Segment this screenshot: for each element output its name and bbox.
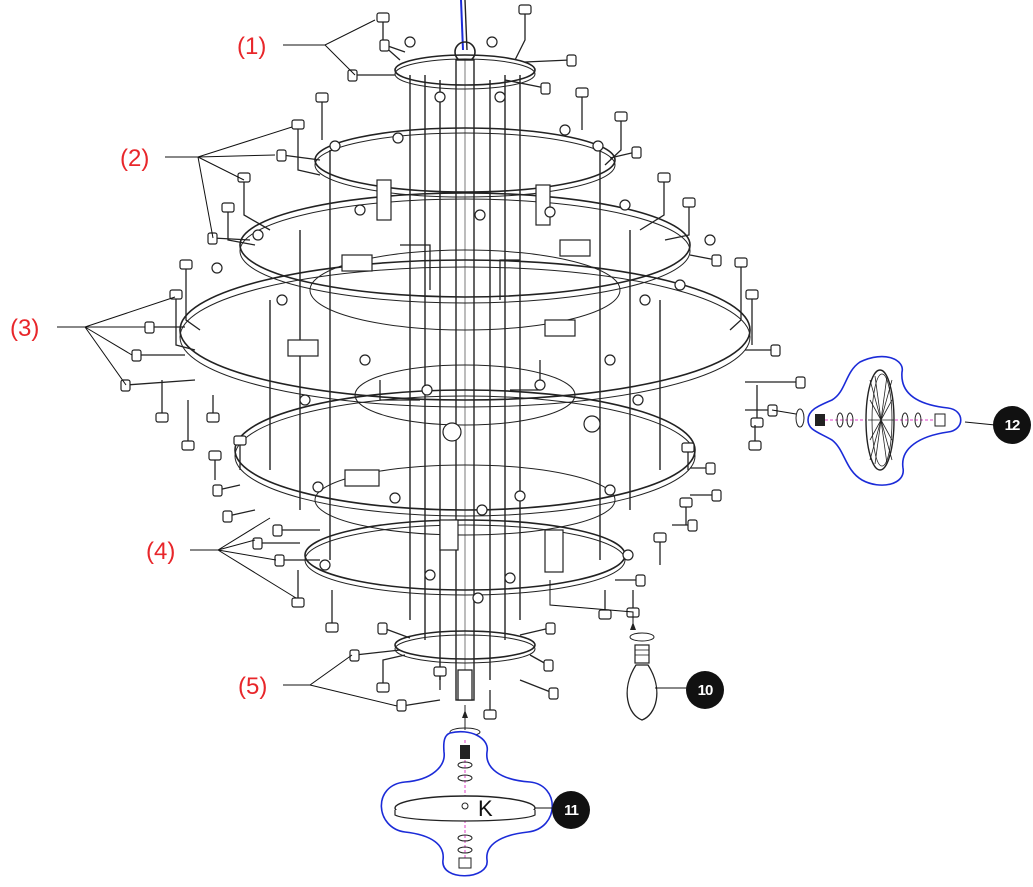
bulb-detail xyxy=(549,580,690,721)
bottom-finial xyxy=(449,669,481,737)
tier-3-label: (3) xyxy=(10,315,39,342)
svg-text:10: 10 xyxy=(698,682,713,699)
tier-leaders xyxy=(57,19,398,707)
tier-rings xyxy=(179,54,751,664)
tier-1-arms xyxy=(347,4,577,103)
tier-2-label: (2) xyxy=(120,145,149,172)
tier-4-arms xyxy=(208,435,722,633)
central-column xyxy=(455,59,475,701)
vertical-rods xyxy=(269,75,661,680)
tier-5-label: (5) xyxy=(238,673,267,700)
bottom-plate-label: K xyxy=(478,796,493,821)
bottom-cap-detail: K xyxy=(380,731,553,877)
candle-bulb xyxy=(626,664,658,721)
step-12-badge: 12 xyxy=(993,406,1031,444)
svg-text:11: 11 xyxy=(564,802,579,819)
step-10-badge: 10 xyxy=(686,671,724,709)
step-11-badge: 11 xyxy=(552,791,590,829)
tier-5-arms xyxy=(349,622,559,720)
svg-text:12: 12 xyxy=(1005,417,1020,434)
side-canopy-detail xyxy=(771,355,996,486)
tier-1-label: (1) xyxy=(237,33,266,60)
tier-3-arms xyxy=(120,229,806,451)
inner-sockets xyxy=(287,179,601,573)
tier-2-arms xyxy=(207,87,722,267)
hanging-cable xyxy=(454,0,476,63)
tier-4-label: (4) xyxy=(146,538,175,565)
